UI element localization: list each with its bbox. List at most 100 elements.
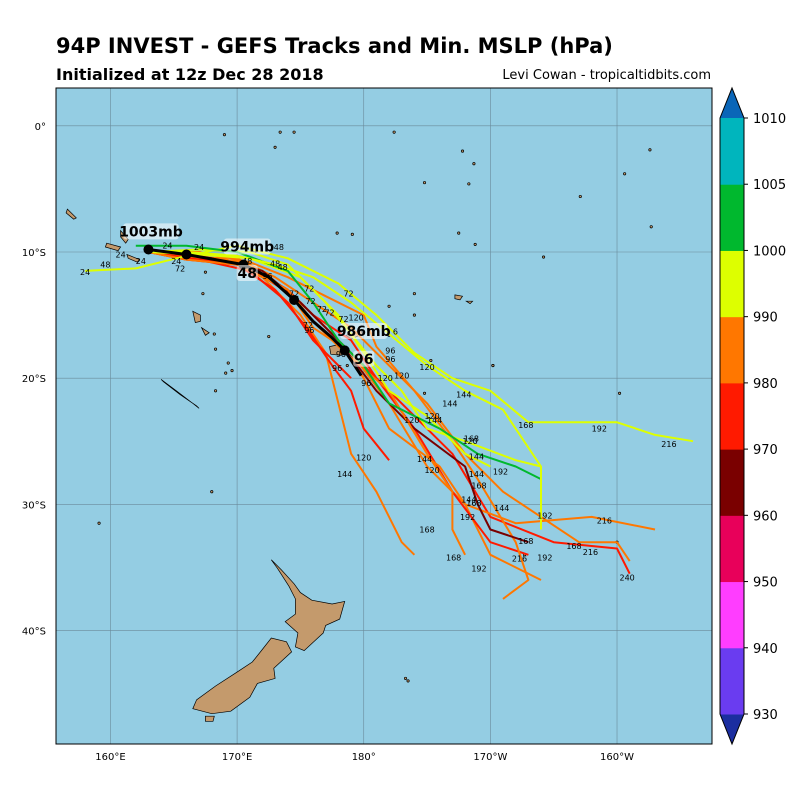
small-island bbox=[648, 148, 652, 152]
small-island bbox=[406, 679, 410, 683]
small-island bbox=[201, 292, 205, 296]
new-zealand-south-island bbox=[192, 637, 293, 715]
map-frame bbox=[55, 87, 713, 745]
colorbar-tick-label: 980 bbox=[753, 377, 778, 392]
forecast-hour-label: 96 bbox=[332, 364, 342, 373]
small-island bbox=[224, 371, 228, 375]
forecast-hour-label: 168 bbox=[471, 481, 486, 490]
forecast-hour-label: 168 bbox=[518, 537, 533, 546]
forecast-hour-label: 216 bbox=[661, 440, 676, 449]
forecast-hour-label: 168 bbox=[464, 435, 479, 444]
espiritu-santo bbox=[192, 310, 201, 324]
forecast-hour-label: 168 bbox=[518, 421, 533, 430]
colorbar-segment bbox=[720, 449, 744, 516]
forecast-hour-label: 216 bbox=[512, 555, 527, 564]
forecast-hour-label: 192 bbox=[460, 513, 475, 522]
small-island bbox=[457, 231, 461, 235]
forecast-hour-label: 120 bbox=[378, 374, 393, 383]
small-island bbox=[267, 334, 271, 339]
pressure-annotation: 994mb bbox=[220, 238, 274, 255]
small-island bbox=[542, 255, 546, 259]
small-island bbox=[473, 242, 477, 246]
small-island bbox=[460, 149, 465, 153]
colorbar-tick-label: 940 bbox=[753, 642, 778, 657]
small-island bbox=[623, 172, 627, 176]
ensemble-member-track bbox=[148, 251, 530, 600]
small-island bbox=[203, 270, 207, 274]
colorbar-tick-label: 1010 bbox=[753, 112, 786, 127]
lon-tick-label: 170°E bbox=[222, 752, 252, 763]
forecast-hour-label: 168 bbox=[446, 553, 461, 562]
guadalcanal bbox=[104, 242, 122, 252]
annotation-text: 1003mb bbox=[119, 224, 183, 240]
lat-tick-label: 0° bbox=[35, 122, 46, 133]
colorbar-segment bbox=[720, 316, 744, 384]
forecast-hour-label: 144 bbox=[469, 452, 484, 461]
forecast-hour-label: 48 bbox=[242, 257, 252, 266]
ensemble-member-track bbox=[148, 251, 416, 556]
author-credit: Levi Cowan - tropicaltidbits.com bbox=[502, 68, 711, 83]
small-island bbox=[273, 145, 277, 149]
pressure-colorbar: 930 940 950 960 970 980 990 1000 1005 1010 bbox=[719, 86, 786, 746]
forecast-hour-label: 192 bbox=[537, 512, 552, 521]
annotation-box bbox=[353, 350, 375, 367]
graticule bbox=[56, 88, 712, 744]
ensemble-member-track bbox=[148, 251, 352, 379]
mean-track-dot bbox=[339, 345, 350, 356]
forecast-hour-label: 24 bbox=[171, 257, 181, 266]
small-island bbox=[212, 332, 216, 336]
colorbar-segment bbox=[720, 382, 744, 450]
annotation-box bbox=[123, 223, 179, 240]
forecast-hour-label: 72 bbox=[324, 309, 334, 318]
forecast-hour-label: 96 bbox=[361, 379, 371, 388]
forecast-hour-label: 72 bbox=[303, 321, 313, 330]
small-island bbox=[350, 232, 354, 236]
forecast-hour-label: 48 bbox=[100, 261, 110, 270]
forecast-hour-label: 48 bbox=[270, 259, 280, 268]
forecast-hour-label: 120 bbox=[348, 314, 363, 323]
forecast-hour-label: 24 bbox=[162, 242, 172, 251]
lat-tick-label: 10°S bbox=[22, 248, 46, 259]
forecast-hour-label: 96 bbox=[385, 346, 395, 355]
pressure-annotation: 96 bbox=[353, 350, 375, 368]
forecast-hour-label: 168 bbox=[566, 542, 581, 551]
small-island bbox=[403, 676, 408, 680]
small-island bbox=[292, 130, 296, 134]
samoa-savaii bbox=[465, 300, 474, 305]
annotation-box bbox=[236, 264, 258, 281]
forecast-hour-label: 72 bbox=[305, 297, 315, 306]
small-island bbox=[226, 361, 230, 365]
small-island bbox=[618, 391, 622, 395]
forecast-hour-label: 192 bbox=[471, 565, 486, 574]
forecast-hour-label: 144 bbox=[337, 470, 352, 479]
colorbar-segment bbox=[720, 647, 744, 715]
colorbar-tick-label: 1005 bbox=[753, 178, 786, 193]
init-time: Initialized at 12z Dec 28 2018 bbox=[56, 65, 324, 84]
forecast-hour-label: 24 bbox=[80, 268, 90, 277]
forecast-hour-label: 192 bbox=[537, 553, 552, 562]
small-island bbox=[278, 130, 282, 134]
forecast-hour-label: 96 bbox=[385, 355, 395, 364]
forecast-hour-label: 144 bbox=[456, 391, 471, 400]
annotation-box bbox=[340, 323, 388, 339]
forecast-hour-label: 144 bbox=[494, 504, 509, 513]
colorbar-segment bbox=[720, 581, 744, 649]
small-island bbox=[422, 391, 427, 395]
lat-tick-labels: 0° 10°S 20°S 30°S 40°S bbox=[22, 122, 46, 638]
small-island bbox=[467, 182, 471, 186]
mean-track-dot bbox=[181, 249, 192, 260]
annotation-text: 994mb bbox=[220, 239, 274, 255]
forecast-hour-label: 168 bbox=[419, 526, 434, 535]
forecast-hour-label: 168 bbox=[466, 499, 481, 508]
small-island bbox=[392, 130, 396, 134]
small-island bbox=[578, 194, 582, 199]
colorbar-tick-label: 930 bbox=[753, 708, 778, 723]
map-title: 94P INVEST - GEFS Tracks and Min. MSLP (… bbox=[56, 34, 613, 58]
colorbar-segment bbox=[720, 250, 744, 318]
colorbar-segment bbox=[720, 515, 744, 583]
new-caledonia bbox=[160, 379, 200, 409]
small-island bbox=[422, 181, 427, 185]
forecast-hour-labels: 2448242424247224484848489672727272727272… bbox=[80, 242, 677, 583]
